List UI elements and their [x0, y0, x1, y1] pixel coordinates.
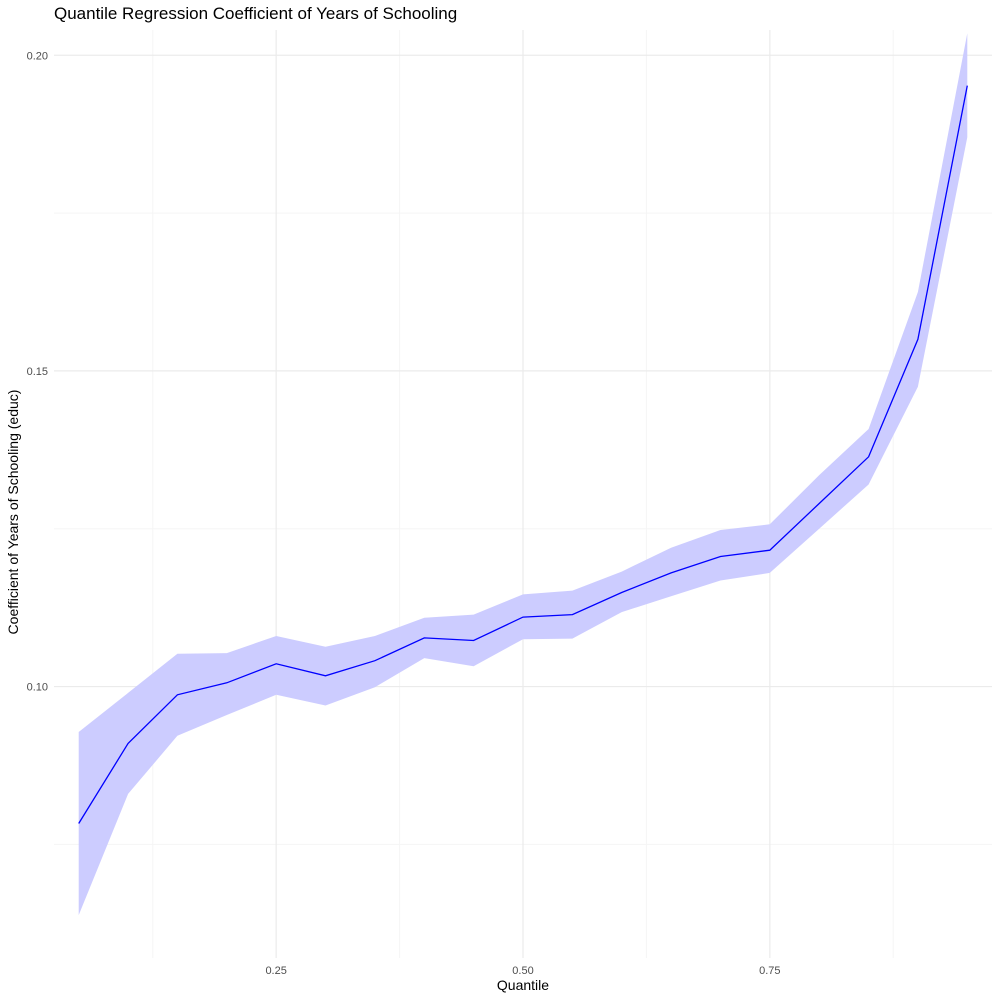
data-point	[620, 591, 623, 594]
chart-title: Quantile Regression Coefficient of Years…	[54, 4, 458, 23]
y-axis-title: Coefficient of Years of Schooling (educ)	[5, 390, 21, 635]
y-tick-label: 0.15	[27, 366, 48, 378]
y-tick-label: 0.20	[27, 50, 48, 62]
data-point	[916, 338, 919, 341]
data-point	[127, 742, 130, 745]
data-point	[176, 693, 179, 696]
grid-major-lines	[54, 30, 992, 958]
y-axis-ticks: 0.10 0.15 0.20	[27, 50, 48, 693]
data-point	[818, 502, 821, 505]
data-point	[966, 84, 969, 87]
x-tick-label: 0.25	[265, 965, 286, 977]
data-point	[423, 636, 426, 639]
data-point	[324, 674, 327, 677]
data-point	[867, 455, 870, 458]
x-tick-label: 0.50	[512, 965, 533, 977]
data-point	[719, 555, 722, 558]
series-line	[78, 85, 968, 824]
data-point	[275, 662, 278, 665]
data-point	[472, 639, 475, 642]
x-tick-label: 0.75	[759, 965, 780, 977]
confidence-band	[78, 33, 968, 916]
data-point	[225, 681, 228, 684]
y-tick-label: 0.10	[27, 682, 48, 694]
data-point	[77, 822, 80, 825]
data-point	[768, 549, 771, 552]
x-axis-ticks: 0.25 0.50 0.75	[265, 965, 780, 977]
data-point	[670, 571, 673, 574]
data-point	[373, 659, 376, 662]
data-point	[571, 613, 574, 616]
x-axis-title: Quantile	[497, 977, 549, 993]
data-point	[522, 616, 525, 619]
